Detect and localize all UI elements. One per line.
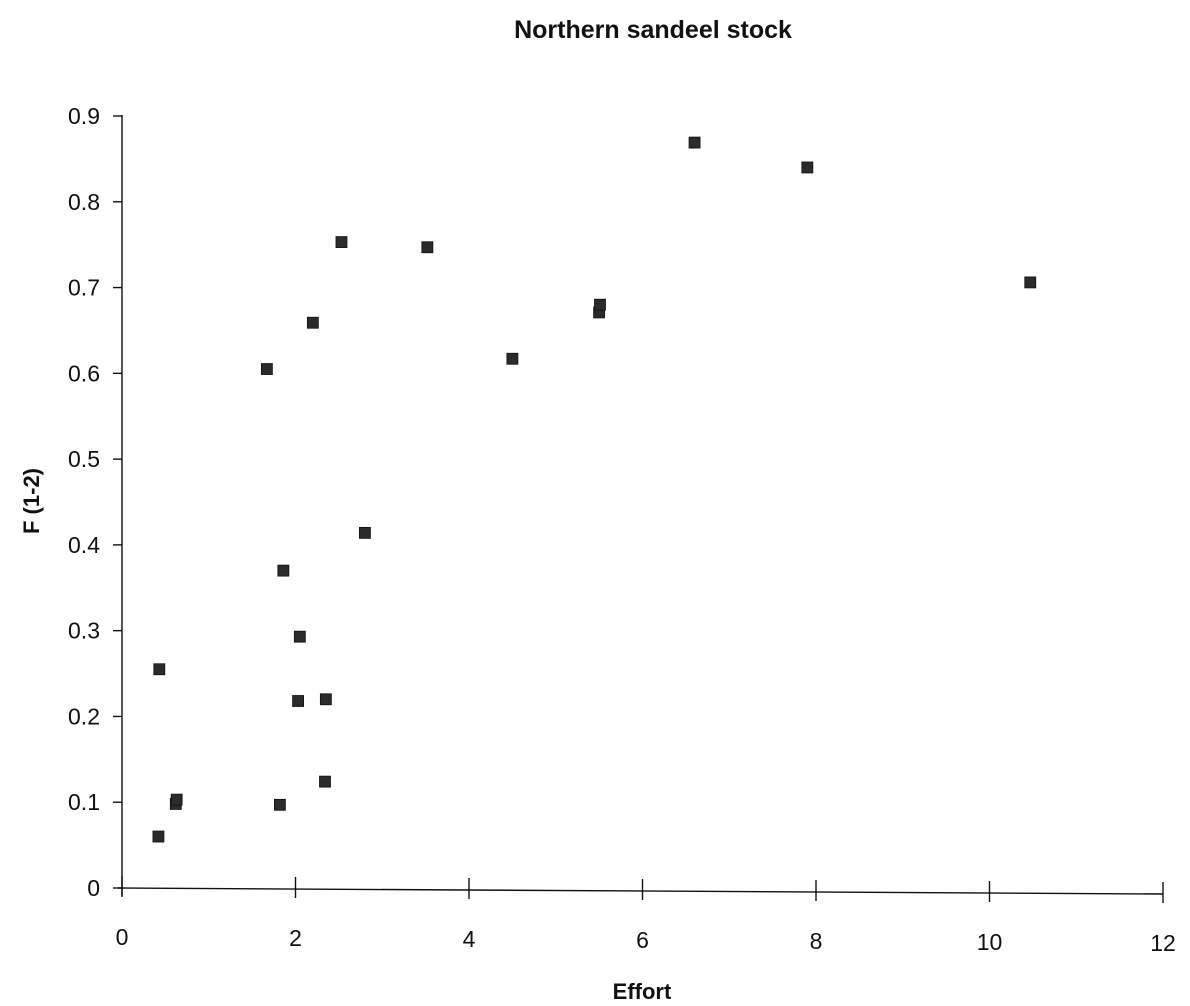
data-point: [319, 693, 332, 706]
y-tick-label: 0.1: [68, 789, 100, 815]
data-point: [273, 798, 286, 811]
data-point: [319, 775, 331, 788]
data-point: [335, 236, 348, 248]
data-point: [152, 830, 165, 843]
y-tick-label: 0.9: [68, 103, 100, 129]
data-point: [293, 630, 306, 643]
data-point: [594, 298, 606, 311]
x-tick-label: 4: [463, 926, 476, 952]
x-axis-line: [117, 887, 1164, 895]
chart-title: Northern sandeel stock: [514, 16, 792, 44]
y-tick-label: 0: [87, 875, 100, 901]
axes: 0 0.1 0.2 0.3 0.4 0.5 0.6 0.7 0.8 0.9 0 2 4 6 8 10 12: [68, 103, 1176, 956]
x-tick-label: 10: [977, 929, 1003, 955]
y-tick-label: 0.6: [68, 360, 100, 386]
y-tick-label: 0.2: [68, 703, 100, 729]
x-axis-ticks: 0 2 4 6 8 10 12: [116, 876, 1176, 956]
data-point: [153, 663, 166, 676]
x-tick-label: 2: [289, 925, 302, 951]
x-tick-label: 0: [116, 924, 129, 950]
data-points: [152, 136, 1037, 843]
y-tick-label: 0.4: [68, 532, 100, 558]
y-axis-ticks: 0 0.1 0.2 0.3 0.4 0.5 0.6 0.7 0.8 0.9: [68, 103, 122, 901]
data-point: [277, 564, 290, 577]
x-tick-label: 6: [636, 927, 649, 953]
y-tick-label: 0.5: [68, 446, 100, 472]
data-point: [358, 526, 371, 539]
y-tick-label: 0.7: [68, 275, 100, 301]
data-point: [170, 793, 183, 806]
x-tick-label: 12: [1150, 930, 1176, 956]
data-point: [506, 352, 519, 365]
y-tick-label: 0.3: [68, 618, 100, 644]
x-axis-label: Effort: [613, 979, 672, 1004]
data-point: [292, 695, 305, 707]
data-point: [306, 316, 319, 329]
data-point: [1024, 276, 1037, 289]
y-tick-label: 0.8: [68, 189, 100, 215]
data-point: [260, 363, 273, 375]
x-tick-label: 8: [810, 928, 823, 954]
data-point: [688, 136, 701, 149]
data-point: [421, 241, 434, 254]
data-point: [801, 161, 814, 174]
y-axis-label: F (1-2): [19, 468, 44, 534]
